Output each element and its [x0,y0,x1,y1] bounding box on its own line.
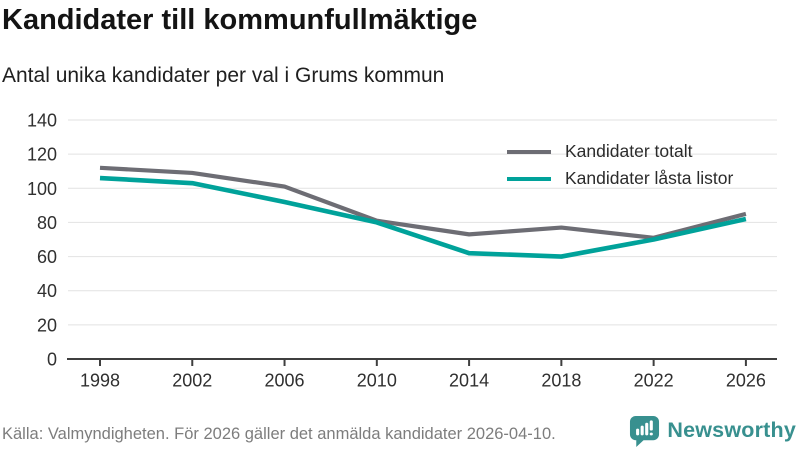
y-tick-label: 60 [37,247,57,267]
y-tick-label: 140 [27,111,57,131]
series-line-totalt [99,165,747,240]
series-line-lasta-listor [99,175,747,259]
x-tick-label: 2014 [449,371,489,391]
newsworthy-logo: Newsworthy [629,414,796,447]
source-note: Källa: Valmyndigheten. För 2026 gäller d… [2,425,556,443]
legend: Kandidater totalt Kandidater låsta listo… [507,138,733,192]
y-tick-label: 20 [37,315,57,335]
x-tick-label: 1998 [80,371,120,391]
x-tick-label: 2006 [265,371,305,391]
page-title: Kandidater till kommunfullmäktige [2,4,478,36]
x-tick-label: 2018 [541,371,581,391]
legend-item-lasta-listor: Kandidater låsta listor [507,165,733,192]
legend-label-lasta-listor: Kandidater låsta listor [565,168,734,188]
legend-item-total: Kandidater totalt [507,138,733,165]
y-tick-label: 120 [27,145,57,165]
legend-swatch-lasta-listor [507,176,551,181]
x-tick-label: 2026 [726,371,766,391]
chart-subtitle: Antal unika kandidater per val i Grums k… [2,64,445,87]
x-tick-label: 2010 [357,371,397,391]
y-tick-label: 40 [37,281,57,301]
y-tick-label: 100 [27,179,57,199]
x-tick-label: 2002 [172,371,212,391]
legend-label-total: Kandidater totalt [565,141,693,161]
y-tick-label: 0 [47,350,57,370]
newsworthy-wordmark: Newsworthy [667,418,796,442]
y-tick-label: 80 [37,213,57,233]
x-tick-label: 2022 [634,371,674,391]
legend-swatch-total [507,149,551,154]
newsworthy-icon [630,415,660,447]
